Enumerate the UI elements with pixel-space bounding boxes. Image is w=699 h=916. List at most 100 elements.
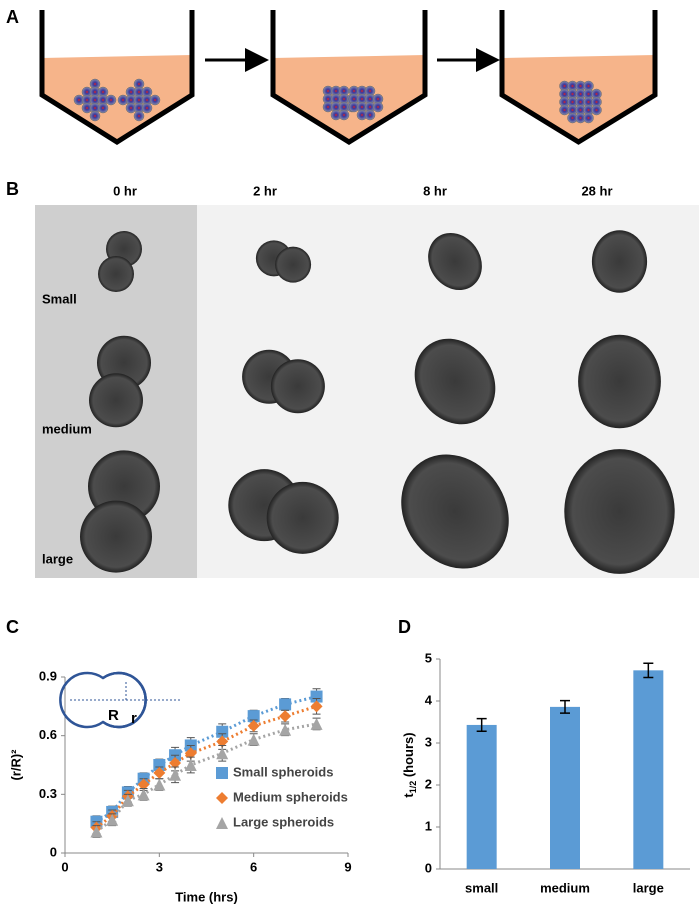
well — [270, 10, 428, 145]
spheroid — [266, 481, 339, 554]
cell — [149, 94, 161, 106]
point — [310, 700, 323, 713]
y-axis-label: (r/R)² — [8, 749, 23, 781]
bar — [633, 670, 664, 869]
point — [247, 719, 260, 732]
y-tick-label: 2 — [425, 776, 432, 791]
error-bar — [476, 717, 487, 732]
column-header: 8 hr — [423, 183, 447, 198]
point — [153, 759, 166, 771]
point — [247, 733, 260, 746]
point — [137, 778, 150, 791]
point — [106, 813, 119, 826]
cell — [97, 102, 109, 114]
column-header: 0 hr — [113, 183, 137, 198]
point — [310, 690, 323, 703]
y-tick-label: 0 — [50, 844, 57, 859]
point — [216, 792, 228, 804]
column-header: 28 hr — [581, 183, 612, 198]
point — [184, 747, 197, 760]
x-tick-label: small — [465, 880, 498, 895]
well — [499, 10, 658, 145]
x-tick-label: 9 — [344, 859, 351, 874]
cell — [583, 112, 594, 124]
x-tick-label: 6 — [250, 859, 257, 874]
trend-line — [95, 704, 318, 829]
row-label: large — [42, 551, 73, 566]
cell — [372, 101, 384, 113]
point — [216, 767, 228, 779]
cell — [133, 110, 145, 122]
inset-label: R — [108, 707, 119, 724]
spheroid — [414, 338, 496, 425]
point — [121, 794, 134, 807]
point — [279, 710, 292, 723]
spheroid — [578, 334, 661, 429]
cell — [89, 110, 101, 122]
point — [184, 759, 197, 771]
inset-label: r — [131, 710, 137, 727]
point — [279, 698, 292, 711]
x-tick-label: 3 — [156, 859, 163, 874]
panel-label: D — [398, 617, 411, 637]
inset-outline — [102, 671, 147, 729]
spheroid — [428, 232, 482, 291]
point — [216, 725, 229, 738]
y-axis-label-part: (hours) — [401, 732, 416, 780]
cell — [338, 109, 350, 121]
point — [247, 710, 260, 723]
y-tick-label: 0.9 — [39, 668, 57, 683]
spheroid — [80, 500, 152, 573]
y-tick-label: 0.6 — [39, 727, 57, 742]
legend-label: Small spheroids — [233, 764, 333, 779]
panel-label: B — [6, 179, 19, 199]
x-tick-label: 0 — [61, 859, 68, 874]
point — [153, 778, 166, 791]
spheroid — [270, 359, 325, 414]
row-label: Small — [42, 291, 77, 306]
cell — [105, 94, 117, 106]
cell — [364, 109, 376, 121]
point — [216, 735, 229, 748]
y-axis-label-part: t — [401, 793, 416, 798]
well — [39, 10, 195, 145]
point — [153, 766, 166, 779]
y-axis-label-sub: 1/2 — [408, 781, 418, 794]
bar — [466, 724, 497, 869]
medium — [42, 55, 192, 142]
y-tick-label: 0.3 — [39, 786, 57, 801]
x-axis-label: Time (hrs) — [175, 889, 238, 904]
spheroid — [401, 454, 509, 569]
panel-label: A — [6, 7, 19, 27]
spheroid — [564, 449, 675, 574]
trend-line — [95, 722, 317, 833]
spheroid — [275, 246, 312, 283]
point — [169, 757, 182, 770]
trend-line — [95, 695, 317, 823]
error-bar — [643, 662, 654, 679]
y-tick-label: 0 — [425, 860, 432, 875]
point — [310, 717, 323, 730]
row-label: medium — [42, 421, 92, 436]
micrographs — [35, 205, 699, 578]
x-tick-label: large — [633, 880, 664, 895]
column-header: 2 hr — [253, 183, 277, 198]
panel-label: C — [6, 617, 19, 637]
spheroid — [591, 230, 648, 293]
y-axis-label: t1/2 (hours) — [401, 732, 418, 797]
cell — [591, 104, 602, 116]
point — [169, 768, 182, 781]
point — [279, 723, 292, 736]
point — [216, 747, 229, 760]
spheroid — [89, 373, 143, 428]
y-tick-label: 5 — [425, 650, 432, 665]
bar — [550, 706, 580, 869]
x-tick-label: medium — [540, 880, 590, 895]
spheroid — [98, 256, 134, 293]
point — [216, 817, 228, 829]
wells — [39, 10, 658, 145]
y-tick-label: 4 — [425, 692, 433, 707]
legend-label: Medium spheroids — [233, 789, 348, 804]
y-tick-label: 1 — [425, 818, 432, 833]
